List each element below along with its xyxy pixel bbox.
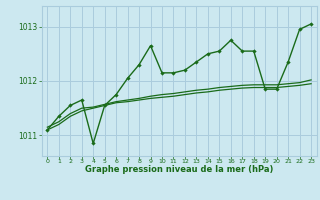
X-axis label: Graphe pression niveau de la mer (hPa): Graphe pression niveau de la mer (hPa) (85, 165, 273, 174)
